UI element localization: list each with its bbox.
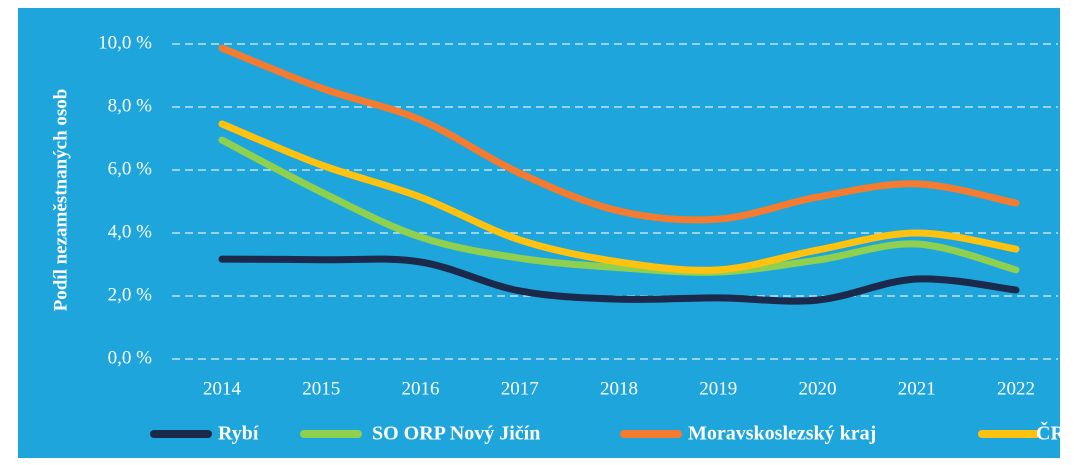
series-line [218, 44, 1020, 224]
x-tick-label: 2018 [600, 378, 638, 399]
legend-label: Rybí [218, 423, 259, 445]
y-tick-label: 10,0 % [98, 32, 152, 53]
legend-label: SO ORP Nový Jičín [372, 423, 540, 445]
y-axis-title: Podíl nezaměstnaných osob [50, 89, 71, 312]
y-tick-label: 0,0 % [108, 347, 153, 368]
series-line [218, 255, 1020, 305]
x-tick-label: 2022 [997, 378, 1035, 399]
x-tick-label: 2020 [799, 378, 837, 399]
x-tick-label: 2017 [501, 378, 539, 399]
x-tick-label: 2016 [402, 378, 440, 399]
x-tick-label: 2021 [898, 378, 936, 399]
y-tick-label: 6,0 % [108, 158, 153, 179]
legend-label: ČR [1036, 421, 1065, 445]
legend-label: Moravskoslezský kraj [688, 423, 876, 445]
y-tick-label: 2,0 % [108, 284, 153, 305]
y-tick-label: 4,0 % [108, 221, 153, 242]
series-line [218, 136, 1020, 276]
y-tick-label: 8,0 % [108, 95, 153, 116]
series-line [218, 120, 1020, 274]
x-tick-label: 2019 [699, 378, 737, 399]
x-tick-label: 2015 [302, 378, 340, 399]
x-tick-label: 2014 [203, 378, 242, 399]
